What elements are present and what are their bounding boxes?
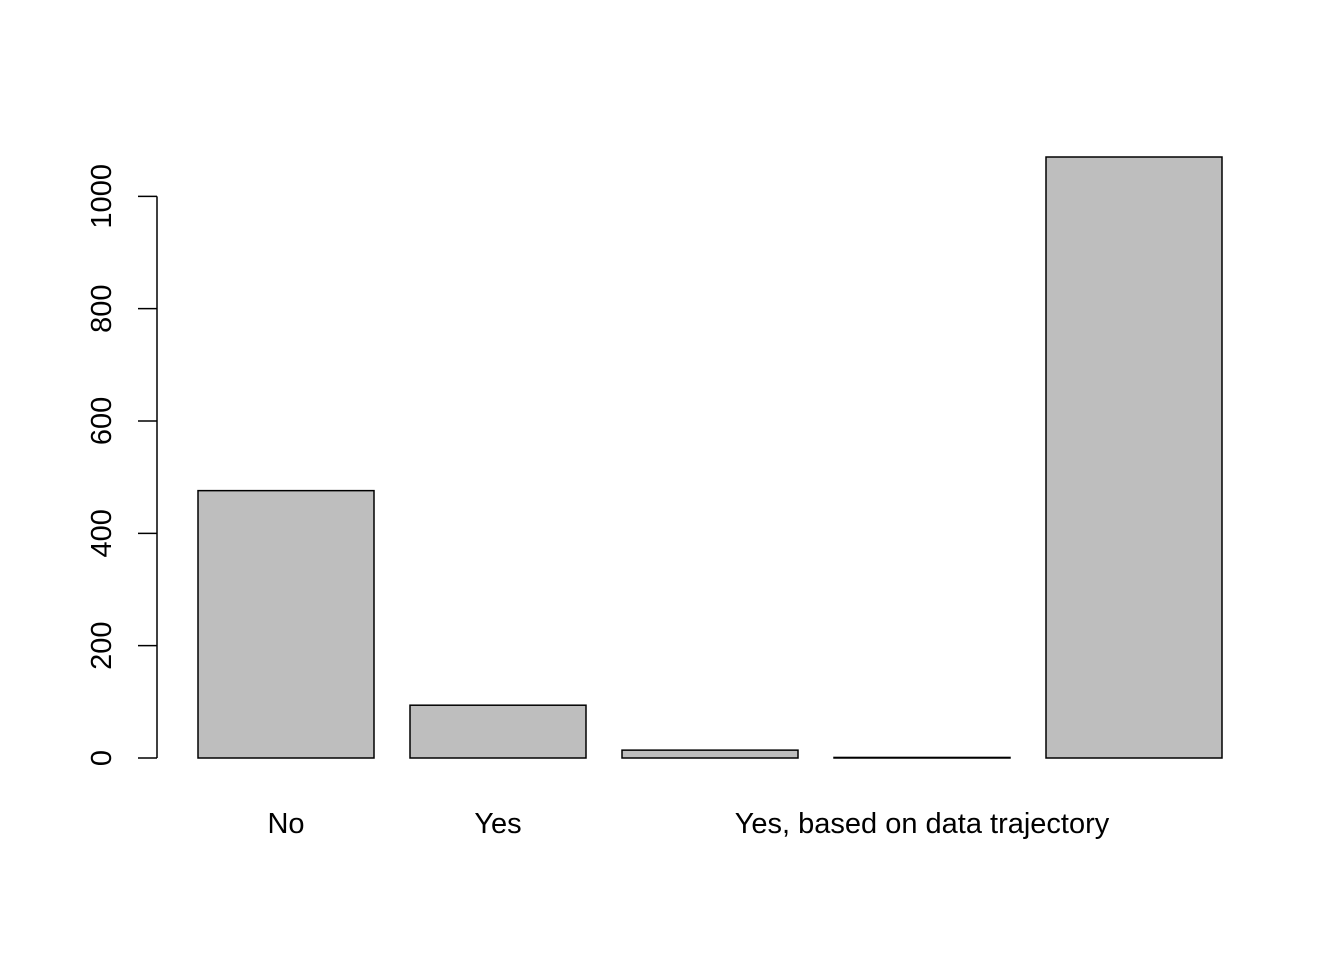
y-axis: 0 200 400 600 800 1000 xyxy=(86,164,158,766)
bars-group xyxy=(197,156,1223,759)
y-tick-label-1000: 1000 xyxy=(86,164,118,229)
y-tick-label-0: 0 xyxy=(86,750,118,766)
y-tick-label-200: 200 xyxy=(86,621,118,669)
x-category-label-4: Yes, based on data trajectory xyxy=(735,808,1110,840)
bar-5 xyxy=(1045,156,1223,759)
bar-3 xyxy=(621,749,799,759)
y-tick-label-800: 800 xyxy=(86,284,118,332)
bar-2 xyxy=(409,704,587,759)
bar-1 xyxy=(197,489,375,759)
x-category-label-1: No xyxy=(267,808,304,840)
x-category-label-2: Yes xyxy=(474,808,521,840)
bar-4 xyxy=(833,756,1011,759)
x-axis-labels: No Yes Yes, based on data trajectory xyxy=(267,808,1109,840)
y-tick-label-600: 600 xyxy=(86,397,118,445)
y-tick-label-400: 400 xyxy=(86,509,118,557)
